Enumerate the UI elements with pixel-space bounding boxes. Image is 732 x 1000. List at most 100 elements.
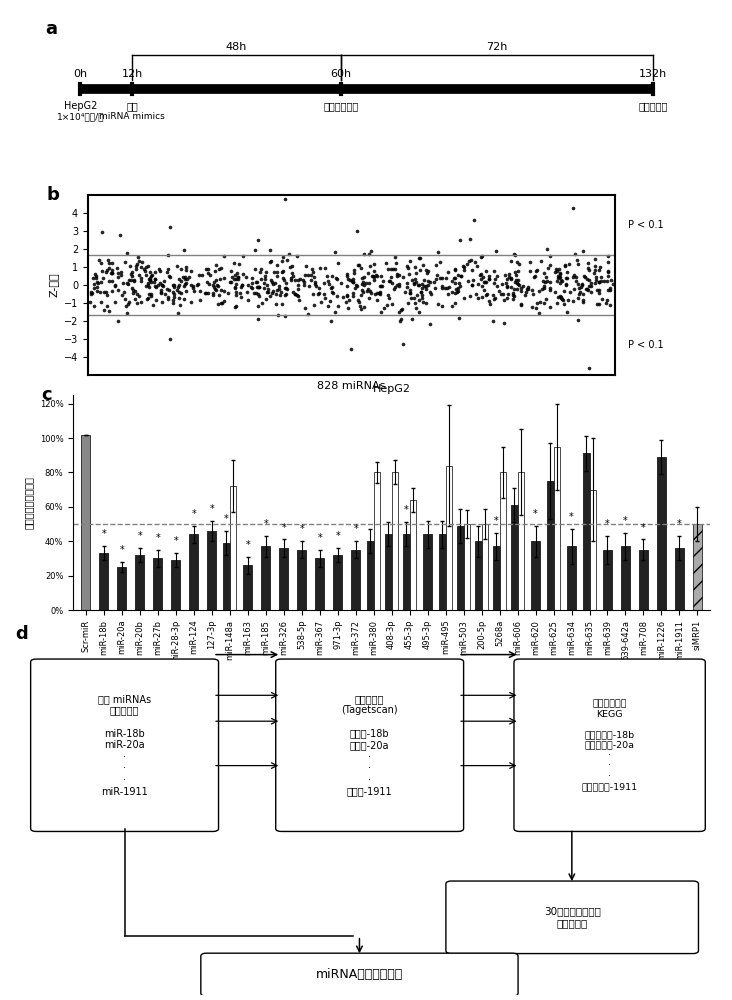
Point: [368, 272, 380, 288]
Point: [246, 275, 258, 291]
Point: [212, 296, 224, 312]
Point: [326, 284, 338, 300]
Point: [552, 270, 564, 286]
Point: [232, 269, 244, 285]
Point: [329, 244, 340, 260]
Point: [337, 289, 349, 305]
Point: [144, 270, 156, 286]
FancyBboxPatch shape: [31, 659, 219, 831]
Point: [343, 271, 354, 287]
Point: [508, 288, 520, 304]
Text: 加入多柔比星: 加入多柔比星: [323, 101, 359, 111]
Point: [347, 271, 359, 287]
Point: [163, 268, 174, 284]
Point: [236, 279, 247, 295]
Point: [230, 267, 242, 283]
Point: [465, 231, 477, 247]
Y-axis label: 归一化的细胞存活率: 归一化的细胞存活率: [24, 476, 34, 529]
Point: [307, 269, 319, 285]
Point: [447, 284, 458, 300]
Point: [370, 267, 382, 283]
Point: [106, 262, 118, 278]
Point: [518, 278, 529, 294]
Point: [578, 268, 590, 284]
Point: [242, 292, 254, 308]
Point: [93, 252, 105, 268]
Point: [142, 258, 154, 274]
Bar: [367, 541, 373, 610]
Point: [425, 284, 436, 300]
Point: [465, 252, 477, 268]
Point: [125, 272, 137, 288]
Text: 30个富集程度最高
的信号通路: 30个富集程度最高 的信号通路: [544, 906, 601, 928]
Point: [488, 313, 499, 329]
Point: [402, 260, 414, 276]
Point: [583, 255, 594, 271]
Point: [278, 272, 290, 288]
Point: [409, 259, 421, 275]
Point: [559, 258, 571, 274]
Point: [94, 284, 106, 300]
Point: [374, 286, 386, 302]
Point: [363, 290, 375, 306]
Point: [384, 273, 396, 289]
Point: [530, 300, 542, 316]
Point: [164, 331, 176, 347]
Point: [303, 278, 315, 294]
Point: [185, 294, 197, 310]
Point: [392, 277, 403, 293]
Point: [388, 281, 400, 297]
Point: [449, 262, 460, 278]
Point: [301, 258, 313, 274]
Point: [507, 291, 519, 307]
Point: [422, 277, 434, 293]
Text: 靶基因预测
(Tagetscan)

基因集-18b
基因集-20a
·
·
·
基因集-1911: 靶基因预测 (Tagetscan) 基因集-18b 基因集-20a · · · …: [341, 694, 398, 797]
Text: *: *: [317, 533, 322, 543]
Point: [383, 273, 395, 289]
Point: [347, 274, 359, 290]
Point: [513, 277, 525, 293]
Point: [277, 296, 288, 312]
Point: [280, 308, 291, 324]
Point: [142, 277, 154, 293]
Bar: [518, 472, 524, 610]
X-axis label: 828 miRNAs: 828 miRNAs: [317, 381, 386, 391]
Point: [203, 265, 214, 281]
Point: [89, 270, 101, 286]
Point: [291, 281, 303, 297]
Point: [436, 298, 448, 314]
Point: [511, 281, 523, 297]
Text: miRNA mimics: miRNA mimics: [100, 112, 165, 121]
Point: [475, 266, 487, 282]
Point: [276, 253, 288, 269]
Point: [116, 267, 127, 283]
Text: 细胞存活率: 细胞存活率: [638, 101, 668, 111]
Point: [551, 263, 563, 279]
Point: [498, 315, 510, 331]
Point: [280, 280, 291, 296]
Bar: [603, 550, 612, 610]
Point: [277, 270, 289, 286]
Point: [173, 290, 185, 306]
Point: [156, 277, 168, 293]
Point: [406, 272, 418, 288]
Point: [362, 275, 374, 291]
Point: [582, 282, 594, 298]
Point: [179, 276, 190, 292]
Point: [411, 300, 422, 316]
Text: *: *: [155, 533, 160, 543]
Point: [458, 262, 470, 278]
Point: [384, 290, 395, 306]
Point: [97, 270, 109, 286]
Point: [559, 257, 571, 273]
Point: [554, 265, 566, 281]
Point: [434, 270, 446, 286]
Point: [291, 287, 303, 303]
Point: [262, 281, 274, 297]
Point: [579, 269, 591, 285]
Point: [207, 287, 219, 303]
Point: [416, 290, 427, 306]
Point: [135, 259, 147, 275]
Point: [538, 280, 550, 296]
Point: [210, 272, 222, 288]
